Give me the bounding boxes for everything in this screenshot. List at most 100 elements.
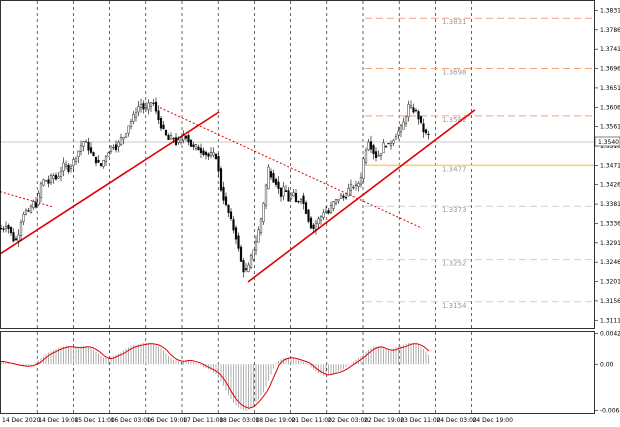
candle-body (269, 171, 273, 178)
candle-body (242, 260, 245, 273)
trend-line-dotted (0, 191, 53, 208)
candle-body (332, 201, 335, 209)
candle-body (122, 137, 125, 140)
candle-body (174, 137, 178, 145)
candle-body (407, 104, 410, 118)
candle-body (342, 195, 345, 198)
candle-body (0, 227, 3, 230)
macd-tick-label: 0.00 (600, 361, 614, 368)
candle-body (59, 171, 63, 177)
candle-body (312, 224, 315, 229)
candle-body (207, 153, 210, 157)
macd-tick-label: 0.00429 (600, 331, 620, 338)
candle-body (227, 204, 230, 213)
candle-body (132, 114, 135, 122)
price-tick-label: 1.3516 (600, 143, 620, 150)
price-tick-label: 1.3426 (600, 182, 620, 189)
candle-body (177, 139, 180, 143)
candle-body (369, 141, 373, 150)
candle-body (202, 150, 205, 155)
time-tick-label: 24 Dec 19:00 (473, 417, 514, 424)
candle-body (259, 218, 263, 233)
fibonacci-level-label: 1.3831 (442, 18, 467, 26)
candle-body (77, 150, 80, 158)
time-tick-label: 17 Dec 11:00 (183, 417, 224, 424)
candle-body (327, 210, 330, 214)
candle-body (397, 130, 400, 136)
candle-body (292, 192, 295, 197)
candle-body (187, 135, 190, 143)
candle-body (374, 151, 378, 158)
candle-body (19, 221, 23, 236)
candle-body (234, 227, 238, 240)
candle-body (129, 120, 133, 127)
candle-body (422, 123, 425, 133)
candle-body (134, 112, 138, 118)
candle-body (184, 135, 188, 139)
candle-body (377, 155, 380, 157)
price-tick-label: 1.3201 (600, 279, 620, 286)
candle-body (37, 193, 40, 205)
candle-body (127, 125, 130, 134)
fibonacci-level-label: 1.3477 (442, 165, 467, 173)
candle-body (297, 201, 300, 203)
macd-axis: 0.00429 0.00 -0.00647 (595, 331, 620, 415)
candle-body (167, 134, 170, 141)
candle-body (324, 210, 328, 213)
candle-body (79, 145, 83, 153)
candle-body (417, 111, 420, 120)
candle-body (52, 175, 55, 179)
price-tick-label: 1.3741 (600, 46, 620, 53)
fibonacci-level-label: 1.3373 (442, 206, 467, 214)
candle-body (372, 145, 375, 154)
candle-body (222, 187, 225, 201)
time-tick-label: 14 Dec 19:00 (38, 417, 79, 424)
candle-body (42, 179, 45, 186)
candle-body (247, 264, 250, 272)
macd-tick-label: -0.00647 (600, 408, 620, 415)
candle-body (212, 152, 215, 156)
candle-body (414, 109, 418, 112)
candle-body (22, 214, 25, 222)
candle-body (344, 197, 348, 199)
candle-body (277, 181, 280, 189)
candle-body (289, 193, 293, 199)
candle-body (392, 140, 395, 144)
candle-body (9, 226, 13, 234)
candle-body (139, 104, 143, 108)
candle-body (294, 193, 298, 203)
candle-body (409, 105, 413, 108)
time-tick-label: 22 Dec 03:00 (328, 417, 369, 424)
candle-body (337, 198, 340, 202)
candle-body (239, 246, 243, 262)
candle-body (17, 234, 20, 242)
candle-body (304, 202, 308, 214)
candle-body (27, 210, 30, 212)
candle-body (119, 137, 123, 145)
candle-body (194, 144, 198, 149)
candle-body (352, 186, 355, 189)
candle-body (357, 183, 360, 187)
price-tick-label: 1.3381 (600, 201, 620, 208)
candle-body (287, 190, 290, 202)
candle-body (29, 205, 33, 213)
price-tick-label: 1.3471 (600, 162, 620, 169)
candle-body (267, 166, 270, 190)
candle-body (214, 153, 218, 160)
time-tick-label: 14 Dec 2020 (2, 417, 41, 424)
macd-indicator (0, 342, 430, 411)
candle-body (274, 179, 278, 185)
candle-body (69, 166, 73, 169)
candle-body (4, 226, 8, 229)
candle-body (249, 255, 253, 268)
candle-body (179, 137, 183, 143)
price-tick-label: 1.3606 (600, 104, 620, 111)
fibonacci-level-label: 1.3582 (442, 116, 467, 124)
candle-body (382, 142, 385, 154)
candle-body (199, 147, 203, 154)
price-tick-label: 1.3156 (600, 298, 620, 305)
candle-body (237, 235, 240, 249)
candle-body (339, 194, 343, 199)
